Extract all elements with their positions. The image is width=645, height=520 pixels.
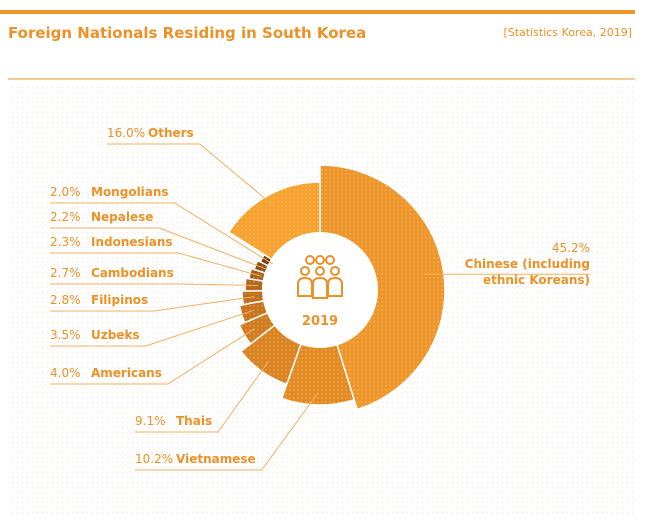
leader-line [50,296,255,312]
value-label: 2.7% [50,266,81,280]
chinese-label: 45.2% Chinese (including ethnic Koreans) [440,240,590,288]
value-label: 2.3% [50,235,81,249]
leader-line [135,392,319,471]
leader-line [50,252,262,277]
leader-line [50,202,273,265]
leader-line [50,227,268,270]
value-label: 45.2% [551,241,590,255]
people-icon [297,255,343,299]
category-label: Chinese (including ethnic Koreans) [464,257,590,287]
category-label: Indonesians [91,235,173,249]
center-label: 2019 [302,314,338,329]
category-label: Americans [91,366,162,380]
category-label: Mongolians [91,185,169,199]
value-label: 4.0% [50,366,81,380]
category-label: Uzbeks [91,328,140,342]
category-label: Others [148,126,194,140]
center-circle [262,232,378,348]
value-label: 3.5% [50,328,81,342]
category-label: Nepalese [91,210,153,224]
value-label: 2.2% [50,210,81,224]
leader-line [107,143,275,207]
leader-line [50,328,255,385]
value-label: 10.2% [135,452,173,466]
category-label: Cambodians [91,266,174,280]
leader-line [50,283,258,286]
source: [Statistics Korea, 2019] [503,26,632,39]
value-label: 16.0% [107,126,145,140]
category-label: Thais [176,414,212,428]
top-bar [0,10,635,14]
value-label: 9.1% [135,414,166,428]
value-label: 2.8% [50,293,81,307]
category-label: Vietnamese [176,452,256,466]
leader-line [50,310,254,347]
value-label: 2.0% [50,185,81,199]
title: Foreign Nationals Residing in South Kore… [8,24,366,42]
category-label: Filipinos [91,293,148,307]
leader-line [135,361,269,433]
